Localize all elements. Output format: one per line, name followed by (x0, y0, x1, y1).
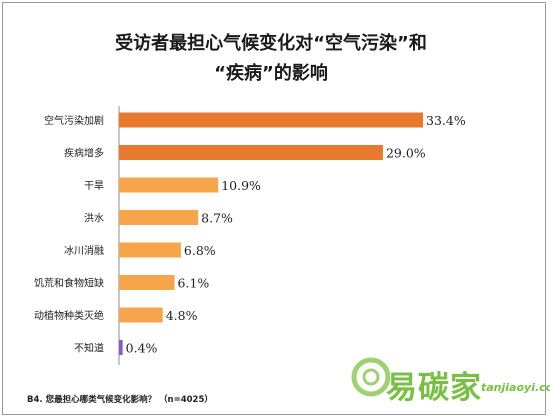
data-label: 6.8% (184, 243, 216, 258)
bar (119, 242, 181, 258)
data-label: 10.9% (221, 178, 261, 193)
data-label: 6.1% (178, 276, 210, 291)
bar (119, 275, 175, 290)
chart-title: 受访者最担心气候变化对“空气污染”和 “疾病”的影响 (3, 29, 539, 89)
data-label: 0.4% (126, 341, 158, 356)
bar (119, 177, 219, 193)
bar-chart: 空气污染加剧 33.4% 疾病增多 29.0% 干旱 10.9% 洪水 8.7% 冰川消融 6.8… (34, 106, 466, 365)
bar (119, 307, 163, 323)
category-label: 空气污染加剧 (44, 114, 104, 127)
category-label: 不知道 (74, 342, 104, 355)
data-label: 29.0% (386, 146, 426, 161)
category-label: 冰川消融 (64, 244, 104, 257)
watermark-logo-icon (351, 355, 391, 403)
bar (119, 210, 199, 225)
category-label: 疾病增多 (64, 147, 104, 160)
watermark-url: tanjiaoyi.com (481, 381, 550, 394)
footnote: B4. 您最担心哪类气候变化影响？ （n=4025） (27, 395, 213, 405)
bar (119, 340, 123, 355)
bar (119, 145, 383, 160)
data-label: 33.4% (426, 113, 466, 128)
category-label: 洪水 (84, 213, 104, 225)
category-label: 动植物种类灭绝 (34, 309, 104, 322)
data-label: 4.8% (166, 308, 198, 323)
category-label: 干旱 (84, 180, 104, 192)
watermark-text: 易碳家 (386, 370, 482, 406)
category-label: 饥荒和食物短缺 (34, 277, 104, 290)
data-label: 8.7% (201, 211, 233, 226)
chart-title-line-2: “疾病”的影响 (214, 63, 328, 84)
chart-title-line-1: 受访者最担心气候变化对“空气污染”和 (115, 33, 427, 54)
bar (119, 112, 423, 128)
